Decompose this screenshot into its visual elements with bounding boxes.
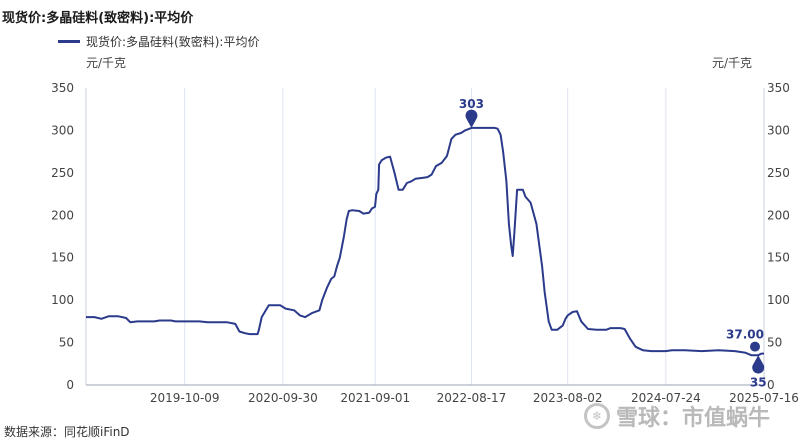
y-tick-label-left: 250 bbox=[51, 166, 74, 180]
min-marker-pin bbox=[752, 355, 765, 374]
y-tick-label-right: 0 bbox=[767, 378, 775, 392]
x-tick-label: 2023-08-02 bbox=[533, 391, 603, 405]
y-tick-label-right: 150 bbox=[767, 251, 790, 265]
y-tick-label-right: 300 bbox=[767, 123, 790, 137]
legend-swatch bbox=[58, 40, 80, 43]
legend-label: 现货价:多晶硅料(致密料):平均价 bbox=[86, 35, 260, 49]
series-layer bbox=[86, 126, 764, 357]
y-tick-label-right: 350 bbox=[767, 81, 790, 95]
chart-legend[interactable]: 现货价:多晶硅料(致密料):平均价 bbox=[58, 33, 259, 50]
snowball-logo-icon: ❄ bbox=[584, 403, 610, 429]
x-tick-label: 2022-08-17 bbox=[437, 391, 507, 405]
x-tick-label: 2024-07-24 bbox=[631, 391, 701, 405]
y-tick-label-right: 250 bbox=[767, 166, 790, 180]
annotation-layer: 303 35 37.00 bbox=[459, 97, 767, 389]
y-tick-label-left: 200 bbox=[51, 208, 74, 222]
x-tick-label: 2021-09-01 bbox=[340, 391, 410, 405]
y-tick-label-left: 0 bbox=[66, 378, 74, 392]
x-tick-label: 2019-10-09 bbox=[150, 391, 220, 405]
watermark: ❄ 雪球：市值蜗牛 bbox=[584, 400, 770, 432]
y-tick-label-right: 100 bbox=[767, 293, 790, 307]
max-marker-label: 303 bbox=[459, 97, 484, 111]
y-tick-label-right: 200 bbox=[767, 208, 790, 222]
watermark-text: 雪球：市值蜗牛 bbox=[616, 406, 771, 431]
y-axis-unit-left: 元/千克 bbox=[86, 56, 127, 70]
x-tick-label: 2025-07-16 bbox=[729, 391, 799, 405]
max-marker-pin bbox=[465, 109, 478, 128]
chart-title: 现货价:多晶硅料(致密料):平均价 bbox=[2, 11, 194, 26]
last-value-dot bbox=[750, 341, 760, 352]
series-line bbox=[86, 126, 764, 357]
y-tick-label-right: 50 bbox=[767, 336, 782, 350]
y-axis-unit-right: 元/千克 bbox=[712, 56, 753, 70]
x-tick-label: 2020-09-30 bbox=[248, 391, 318, 405]
grid-layer bbox=[184, 88, 765, 385]
y-tick-label-left: 150 bbox=[51, 251, 74, 265]
axis-layer: 2019-10-09 2020-09-30 2021-09-01 2022-08-17… bbox=[51, 81, 799, 405]
data-source: 数据来源：同花顺iFinD bbox=[4, 425, 130, 439]
min-marker-label: 35 bbox=[750, 375, 767, 389]
y-tick-label-left: 300 bbox=[51, 123, 74, 137]
y-tick-label-left: 350 bbox=[51, 81, 74, 95]
last-value-label: 37.00 bbox=[726, 328, 764, 342]
y-tick-label-left: 50 bbox=[59, 336, 74, 350]
y-tick-label-left: 100 bbox=[51, 293, 74, 307]
